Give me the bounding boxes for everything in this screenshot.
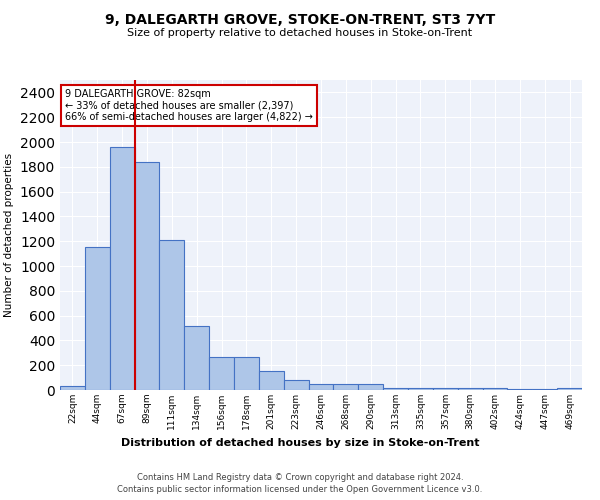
- Bar: [557, 388, 582, 390]
- Bar: [110, 147, 134, 390]
- Bar: [308, 384, 334, 390]
- Text: Size of property relative to detached houses in Stoke-on-Trent: Size of property relative to detached ho…: [127, 28, 473, 38]
- Text: 9 DALEGARTH GROVE: 82sqm
← 33% of detached houses are smaller (2,397)
66% of sem: 9 DALEGARTH GROVE: 82sqm ← 33% of detach…: [65, 90, 313, 122]
- Bar: [383, 388, 408, 390]
- Text: Distribution of detached houses by size in Stoke-on-Trent: Distribution of detached houses by size …: [121, 438, 479, 448]
- Bar: [234, 357, 259, 390]
- Bar: [184, 326, 209, 390]
- Bar: [209, 357, 234, 390]
- Bar: [458, 388, 482, 390]
- Bar: [433, 388, 458, 390]
- Bar: [358, 384, 383, 390]
- Bar: [85, 248, 110, 390]
- Bar: [259, 371, 284, 390]
- Bar: [160, 240, 184, 390]
- Text: Contains public sector information licensed under the Open Government Licence v3: Contains public sector information licen…: [118, 485, 482, 494]
- Bar: [134, 162, 160, 390]
- Bar: [482, 388, 508, 390]
- Bar: [334, 384, 358, 390]
- Text: 9, DALEGARTH GROVE, STOKE-ON-TRENT, ST3 7YT: 9, DALEGARTH GROVE, STOKE-ON-TRENT, ST3 …: [105, 12, 495, 26]
- Text: Contains HM Land Registry data © Crown copyright and database right 2024.: Contains HM Land Registry data © Crown c…: [137, 472, 463, 482]
- Bar: [60, 386, 85, 390]
- Bar: [408, 388, 433, 390]
- Bar: [284, 380, 308, 390]
- Y-axis label: Number of detached properties: Number of detached properties: [4, 153, 14, 317]
